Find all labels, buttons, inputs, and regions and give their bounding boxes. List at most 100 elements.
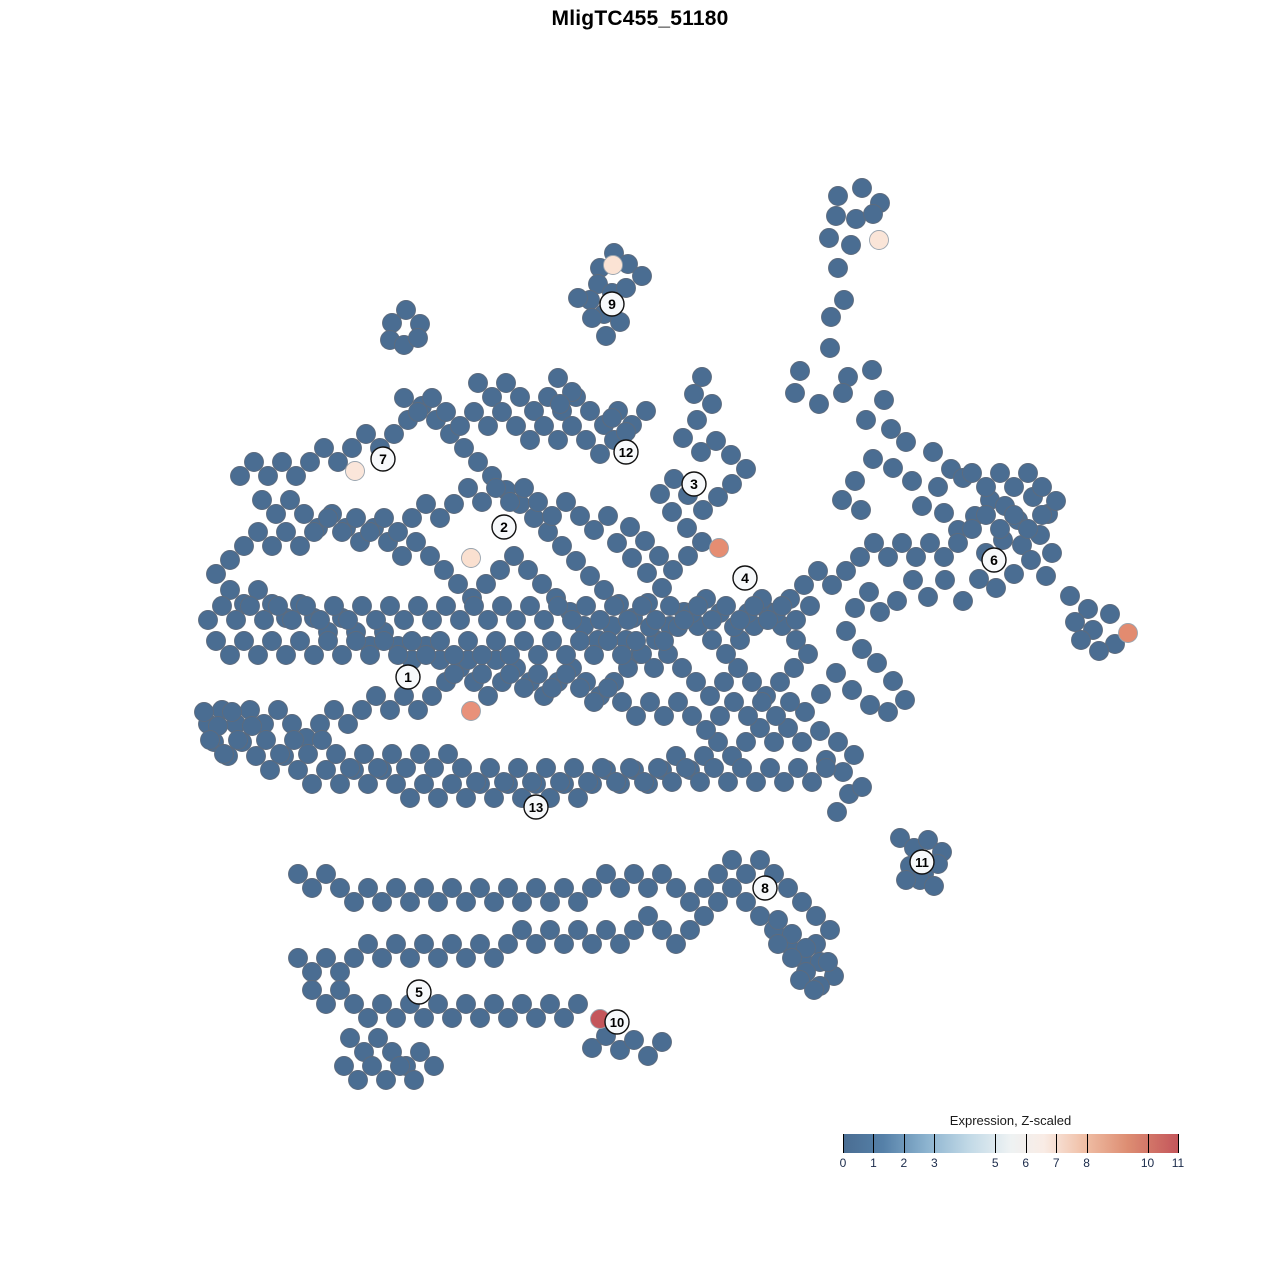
data-point bbox=[340, 1028, 360, 1048]
data-point bbox=[845, 471, 865, 491]
data-point bbox=[728, 658, 748, 678]
data-point bbox=[482, 387, 502, 407]
data-point bbox=[394, 610, 414, 630]
legend-bar-wrap bbox=[843, 1134, 1179, 1153]
data-point bbox=[1018, 463, 1038, 483]
data-point bbox=[244, 452, 264, 472]
data-point bbox=[918, 830, 938, 850]
data-point bbox=[708, 892, 728, 912]
data-point bbox=[400, 788, 420, 808]
data-point bbox=[584, 645, 604, 665]
colorbar-tick-2 bbox=[903, 1134, 905, 1153]
data-point bbox=[458, 478, 478, 498]
data-point bbox=[784, 658, 804, 678]
data-point bbox=[390, 1056, 410, 1076]
data-point bbox=[332, 522, 352, 542]
data-point bbox=[934, 547, 954, 567]
data-point bbox=[284, 730, 304, 750]
data-point bbox=[344, 892, 364, 912]
data-point bbox=[324, 596, 344, 616]
data-point bbox=[484, 892, 504, 912]
data-point bbox=[732, 758, 752, 778]
data-point bbox=[568, 788, 588, 808]
data-point bbox=[764, 732, 784, 752]
data-point bbox=[637, 563, 657, 583]
data-point bbox=[700, 686, 720, 706]
data-point bbox=[310, 610, 330, 630]
data-point bbox=[811, 684, 831, 704]
data-point bbox=[827, 802, 847, 822]
data-point bbox=[822, 575, 842, 595]
colorbar-tick-label-3: 3 bbox=[931, 1156, 938, 1170]
data-point bbox=[770, 672, 790, 692]
cluster-label-text: 10 bbox=[610, 1015, 624, 1030]
data-point bbox=[206, 631, 226, 651]
data-point bbox=[258, 466, 278, 486]
data-point bbox=[330, 878, 350, 898]
data-point-highlighted bbox=[461, 701, 481, 721]
data-point bbox=[708, 487, 728, 507]
data-point bbox=[844, 745, 864, 765]
data-point bbox=[408, 700, 428, 720]
cluster-label-circle bbox=[909, 849, 935, 875]
data-point bbox=[948, 533, 968, 553]
data-point bbox=[1089, 641, 1109, 661]
data-point bbox=[556, 664, 576, 684]
colorbar-tick-label-11: 11 bbox=[1171, 1156, 1185, 1170]
data-point bbox=[500, 492, 520, 512]
data-point bbox=[833, 762, 853, 782]
data-point bbox=[562, 382, 582, 402]
data-point bbox=[596, 326, 616, 346]
data-point bbox=[230, 466, 250, 486]
data-point bbox=[252, 490, 272, 510]
data-point bbox=[607, 533, 627, 553]
data-point bbox=[691, 442, 711, 462]
data-point bbox=[330, 962, 350, 982]
data-point bbox=[492, 596, 512, 616]
data-point bbox=[821, 307, 841, 327]
data-point bbox=[680, 892, 700, 912]
data-point bbox=[604, 596, 624, 616]
data-point bbox=[444, 494, 464, 514]
cluster-label-circle bbox=[981, 547, 1007, 573]
data-point bbox=[248, 580, 268, 600]
data-point bbox=[448, 574, 468, 594]
cluster-label-4: 4 bbox=[732, 565, 758, 591]
data-point bbox=[580, 566, 600, 586]
data-point bbox=[456, 788, 476, 808]
data-point bbox=[456, 948, 476, 968]
data-point bbox=[674, 610, 694, 630]
data-point bbox=[696, 720, 716, 740]
data-point bbox=[834, 290, 854, 310]
legend-title: Expression, Z-scaled bbox=[949, 1113, 1072, 1128]
data-point bbox=[430, 631, 450, 651]
data-point bbox=[1004, 477, 1024, 497]
data-point bbox=[534, 416, 554, 436]
data-point bbox=[288, 760, 308, 780]
data-point bbox=[506, 610, 526, 630]
data-point-highlighted bbox=[1118, 623, 1138, 643]
data-point bbox=[484, 948, 504, 968]
data-point bbox=[534, 610, 554, 630]
data-point bbox=[652, 920, 672, 940]
data-point bbox=[458, 631, 478, 651]
data-point bbox=[752, 692, 772, 712]
data-point bbox=[198, 610, 218, 630]
data-point bbox=[456, 892, 476, 912]
data-point bbox=[564, 758, 584, 778]
data-point bbox=[242, 716, 262, 736]
data-point-highlighted bbox=[461, 548, 481, 568]
data-point bbox=[718, 772, 738, 792]
data-point bbox=[598, 631, 618, 651]
data-point bbox=[542, 631, 562, 651]
data-point bbox=[923, 442, 943, 462]
data-point bbox=[582, 1038, 602, 1058]
data-point bbox=[500, 645, 520, 665]
colorbar-tick-label-0: 0 bbox=[839, 1156, 847, 1170]
data-point bbox=[826, 663, 846, 683]
data-point bbox=[806, 906, 826, 926]
data-point bbox=[554, 878, 574, 898]
data-point bbox=[372, 994, 392, 1014]
data-point bbox=[226, 610, 246, 630]
data-point bbox=[410, 1042, 430, 1062]
